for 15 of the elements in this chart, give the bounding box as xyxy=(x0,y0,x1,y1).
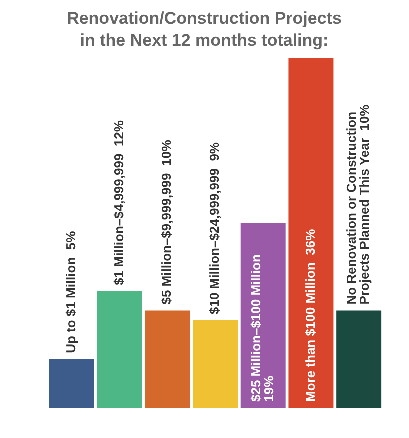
category-label: More than $100 Million 36% xyxy=(302,229,318,402)
bar xyxy=(49,359,94,408)
category-label: $1 Million–$4,999,999 12% xyxy=(111,120,126,286)
category-label: No Renovation or Construction Projects Planned This Year 10% xyxy=(344,104,372,305)
data-label: 19% xyxy=(261,376,276,402)
bar xyxy=(288,58,334,408)
bar xyxy=(336,310,382,408)
x-tick-label: $25 Million–$100 Million xyxy=(248,254,264,402)
bar xyxy=(193,320,238,408)
bar xyxy=(145,310,190,408)
category-label: $5 Million–$9,999,999 10% xyxy=(159,140,174,305)
category-label: Up to $1 Million 5% xyxy=(64,231,79,354)
category-label: $10 Million–$24,999,999 9% xyxy=(207,142,222,314)
chart-title: Renovation/Construction Projects in the Next 12 months totaling: xyxy=(66,8,343,52)
bar xyxy=(97,291,142,408)
